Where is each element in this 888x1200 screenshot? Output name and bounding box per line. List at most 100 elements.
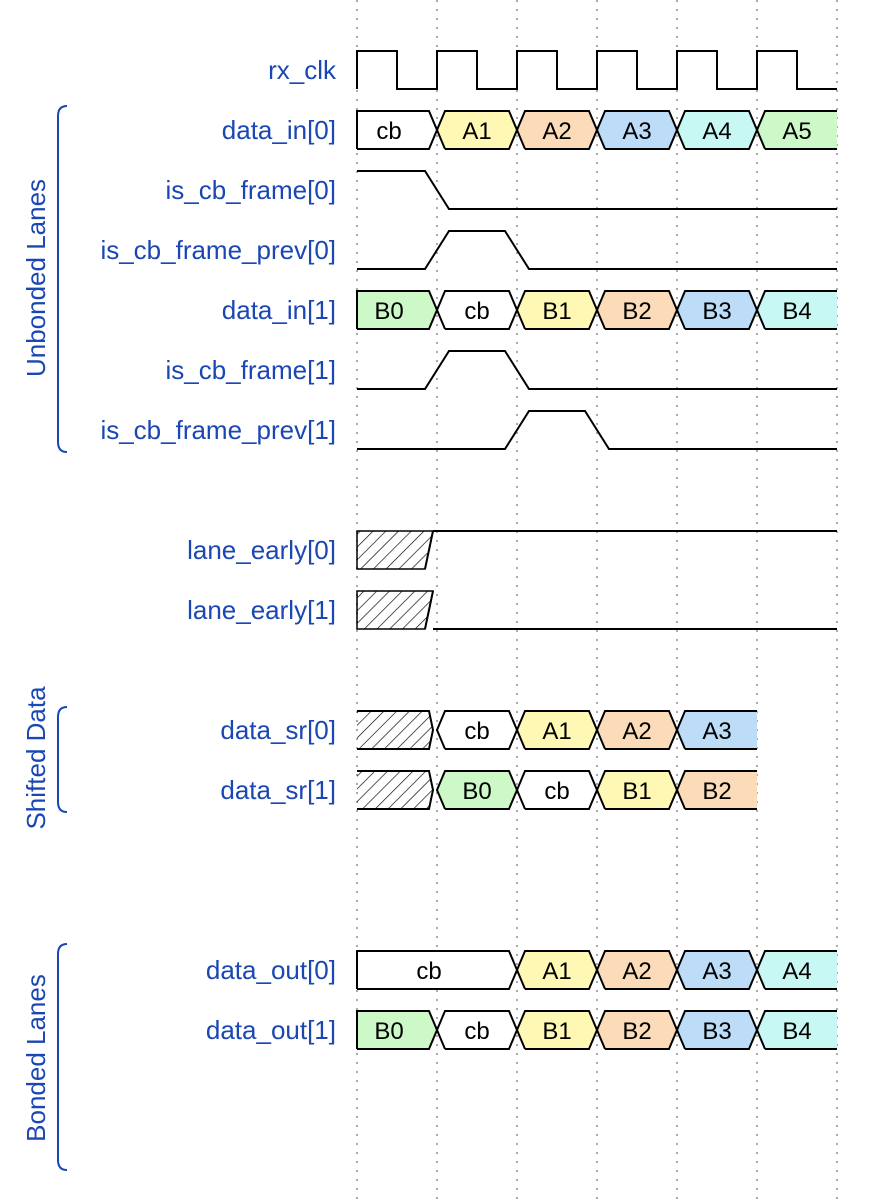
bus-outline <box>595 710 679 750</box>
bus-value: B1 <box>542 1018 571 1045</box>
bus-segment <box>757 111 837 149</box>
bus-segment <box>757 1011 837 1049</box>
bus-segment <box>757 951 837 989</box>
bus-outline <box>515 290 599 330</box>
group-braces: Unbonded Lanes Shifted Data Bonded Lanes <box>21 105 68 1171</box>
bus-value: B0 <box>374 298 403 325</box>
signal-labels: rx_clk data_in[0] is_cb_frame[0] is_cb_fram… <box>100 55 337 1045</box>
bit-wave <box>357 350 837 390</box>
bus-outline <box>595 1010 679 1050</box>
bus-value: A5 <box>782 118 811 145</box>
bus-segment <box>677 951 757 989</box>
bus-segment <box>517 111 597 149</box>
signal-label-lane-early-0: lane_early[0] <box>187 535 336 565</box>
group-label-unbonded: Unbonded Lanes <box>21 179 51 377</box>
bus-outline <box>755 110 837 150</box>
bus-segment <box>677 771 757 809</box>
bit-wave <box>357 170 837 210</box>
bus-outline <box>595 110 679 150</box>
bus-segment <box>357 951 517 989</box>
bit-wave <box>357 410 837 450</box>
bus-segment <box>357 1011 437 1049</box>
bus-outline <box>675 110 759 150</box>
bus-value: B1 <box>622 778 651 805</box>
signal-is-cb-frame-prev-0 <box>357 230 837 270</box>
bus-outline <box>595 290 679 330</box>
signal-data-out-1: B0 cb B1 B2 B3 B4 <box>356 1010 837 1050</box>
bus-value: B0 <box>374 1018 403 1045</box>
signal-label-data-sr-0: data_sr[0] <box>220 715 336 745</box>
signal-is-cb-frame-1 <box>357 350 837 390</box>
bus-segment <box>677 111 757 149</box>
signal-waves: cb A1 A2 A3 A4 A5 B0 cb B1 B2 B3 B4 cb A1 A2 A3 B0 cb B1 B2… <box>356 50 837 1050</box>
bit-wave <box>424 530 837 570</box>
bus-outline <box>515 1010 599 1050</box>
bus-segment <box>677 291 757 329</box>
bus-outline <box>595 950 679 990</box>
bus-value: B1 <box>542 298 571 325</box>
group-label-shifted: Shifted Data <box>21 686 51 830</box>
bus-segment <box>517 951 597 989</box>
bus-value: A3 <box>702 718 731 745</box>
bus-segment <box>597 951 677 989</box>
bus-outline <box>675 770 757 810</box>
signal-label-data-in-0: data_in[0] <box>222 115 336 145</box>
signal-label-data-out-0: data_out[0] <box>206 955 336 985</box>
undefined-region <box>357 711 433 749</box>
bus-value: A1 <box>542 718 571 745</box>
bus-value: cb <box>376 118 401 145</box>
grid-lines <box>356 0 838 1200</box>
signal-label-is-cb-frame-prev-0: is_cb_frame_prev[0] <box>100 235 336 265</box>
bus-outline <box>435 110 519 150</box>
signal-label-data-in-1: data_in[1] <box>222 295 336 325</box>
bus-value: cb <box>464 718 489 745</box>
clock-wave <box>356 50 837 90</box>
signal-rx-clk <box>356 50 837 90</box>
signal-data-out-0: cb A1 A2 A3 A4 <box>356 950 837 990</box>
bus-outline <box>595 770 679 810</box>
signal-label-is-cb-frame-prev-1: is_cb_frame_prev[1] <box>100 415 336 445</box>
bus-outline <box>675 290 759 330</box>
bus-value: B3 <box>702 1018 731 1045</box>
bus-value: B2 <box>702 778 731 805</box>
bus-segment <box>517 1011 597 1049</box>
bus-outline <box>675 1010 759 1050</box>
bus-value: cb <box>464 1018 489 1045</box>
group-brace <box>57 706 68 813</box>
signal-label-is-cb-frame-1: is_cb_frame[1] <box>165 355 336 385</box>
signal-is-cb-frame-0 <box>357 170 837 210</box>
bus-segment <box>437 711 517 749</box>
bus-outline <box>435 770 519 810</box>
group-brace <box>57 943 68 1171</box>
bus-value: A2 <box>622 958 651 985</box>
bus-outline <box>357 710 435 750</box>
bus-value: B3 <box>702 298 731 325</box>
bus-segment <box>677 711 757 749</box>
bus-segment <box>757 291 837 329</box>
bus-value: cb <box>544 778 569 805</box>
signal-label-is-cb-frame-0: is_cb_frame[0] <box>165 175 336 205</box>
signal-data-sr-1: B0 cb B1 B2 <box>357 770 757 810</box>
bus-segment <box>357 291 437 329</box>
bus-segment <box>517 771 597 809</box>
undefined-region <box>356 530 434 570</box>
bus-segment <box>517 711 597 749</box>
bus-outline <box>755 950 837 990</box>
bus-segment <box>357 111 437 149</box>
signal-is-cb-frame-prev-1 <box>357 410 837 450</box>
bus-segment <box>437 111 517 149</box>
bus-segment <box>517 291 597 329</box>
bus-outline <box>515 950 599 990</box>
bus-value: cb <box>416 958 441 985</box>
bus-outline <box>755 1010 837 1050</box>
signal-label-rx-clk: rx_clk <box>268 55 337 85</box>
signal-label-data-out-1: data_out[1] <box>206 1015 336 1045</box>
bus-outline <box>675 710 757 750</box>
bus-segment <box>437 291 517 329</box>
bus-outline <box>755 290 837 330</box>
undefined-region <box>357 771 433 809</box>
bus-segment <box>597 111 677 149</box>
bus-value: A4 <box>702 118 731 145</box>
bus-value: A1 <box>542 958 571 985</box>
